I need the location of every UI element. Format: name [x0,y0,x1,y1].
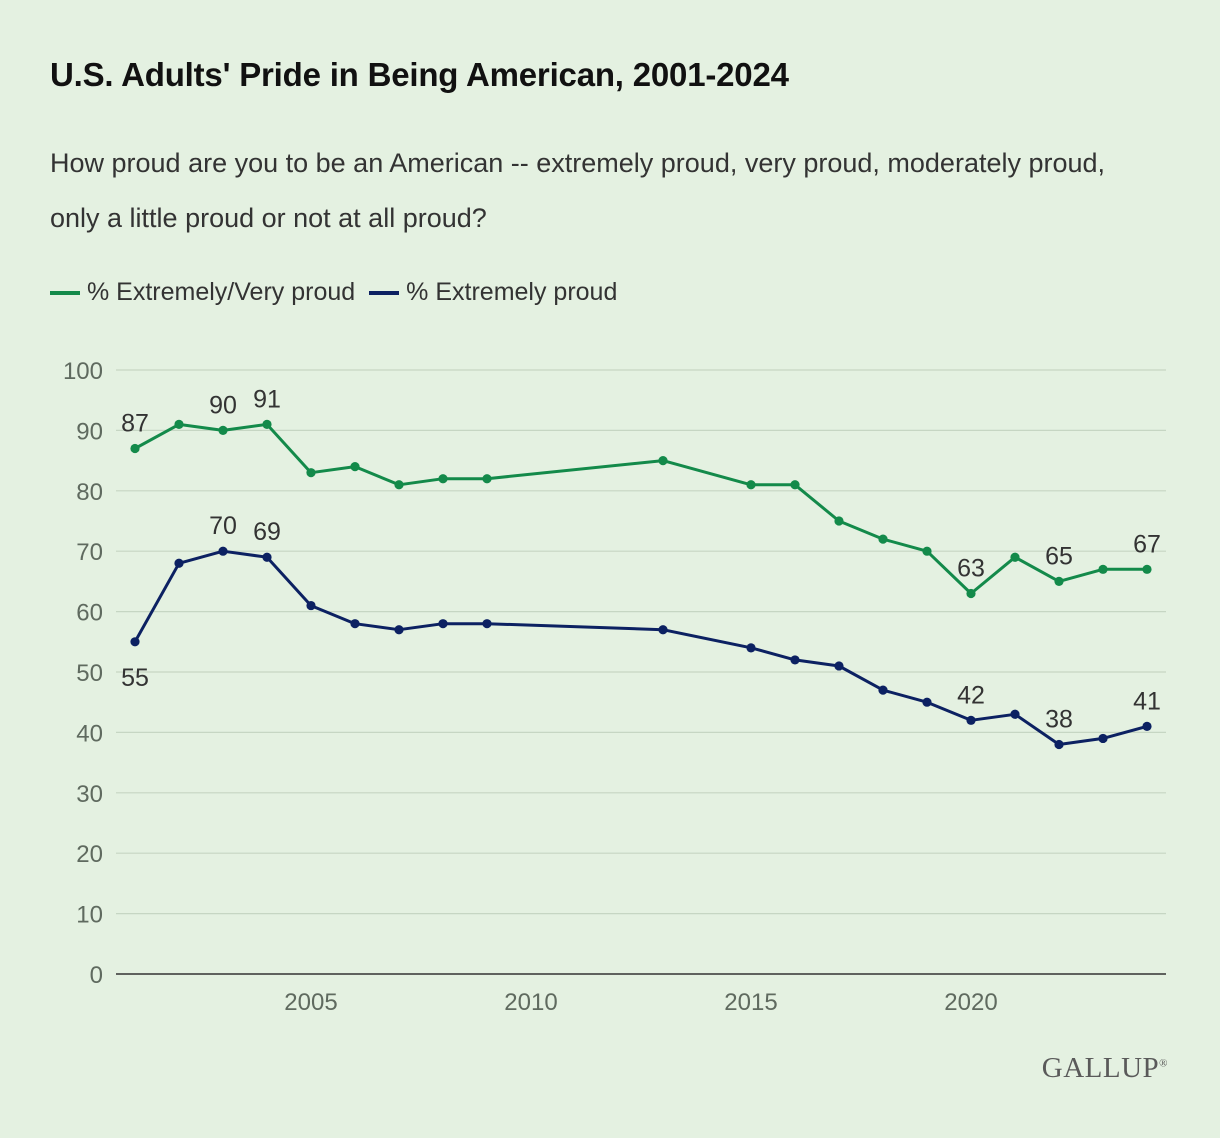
data-label: 65 [1045,542,1073,570]
data-label: 91 [253,385,281,413]
data-point [1098,733,1108,744]
gallup-logo: GALLUP® [1041,1052,1168,1084]
data-point [658,625,668,635]
y-tick-label: 10 [76,902,103,929]
legend-swatch-green [50,290,80,295]
data-label: 63 [957,554,985,582]
data-point [350,462,360,472]
legend-label: % Extremely proud [406,278,618,306]
series-line-1 [133,549,1149,746]
data-labels: 87 90 91 63 65 67 55 70 69 42 38 41 [121,385,1161,733]
data-point [746,480,756,490]
y-tick-label: 90 [76,418,103,445]
data-point [922,546,932,556]
data-point [262,552,272,562]
data-label: 69 [253,518,281,546]
data-point [790,480,800,490]
data-point [658,456,668,466]
data-point [834,661,844,671]
legend-item-extremely-proud: % Extremely proud [369,278,617,307]
x-axis-tick-labels: 2005 2010 2015 2020 [284,989,997,1016]
y-tick-label: 40 [76,720,103,747]
data-point [306,600,316,611]
data-point [1098,564,1108,574]
data-point [1010,709,1020,719]
data-point [1142,721,1152,731]
data-label: 55 [121,664,149,692]
data-label: 70 [209,512,237,540]
data-point [130,443,140,454]
series-lines [130,419,1152,750]
data-point [350,619,360,629]
data-point [878,685,888,695]
data-point [262,419,272,429]
data-point [1054,576,1064,587]
data-point [922,697,932,707]
legend-item-extremely-very-proud: % Extremely/Very proud [50,278,355,307]
data-point [306,468,316,478]
data-label: 41 [1133,687,1161,715]
series-line-0 [133,422,1149,595]
y-tick-label: 50 [76,660,103,687]
y-tick-label: 100 [63,358,103,385]
data-label: 38 [1045,705,1073,733]
y-tick-label: 20 [76,841,103,868]
x-tick-label: 2020 [944,989,997,1016]
data-point [834,516,844,526]
data-point [130,637,140,647]
y-tick-label: 80 [76,479,103,506]
chart-subtitle: How proud are you to be an American -- e… [50,148,1106,233]
data-point [790,655,800,665]
y-tick-label: 60 [76,600,103,627]
data-point [1142,564,1152,574]
x-tick-label: 2015 [724,989,777,1016]
data-point [438,619,448,629]
data-point [174,558,184,568]
data-label: 67 [1133,530,1161,558]
legend-label: % Extremely/Very proud [87,278,356,306]
data-point [438,474,448,484]
data-point [1054,739,1064,750]
data-point [966,715,976,725]
data-point [746,643,756,653]
data-point [966,588,976,599]
data-point [482,619,492,629]
data-point [218,425,228,435]
data-point [174,419,184,429]
data-label: 42 [957,681,985,709]
y-tick-label: 30 [76,781,103,808]
data-point [482,474,492,484]
y-tick-label: 0 [90,962,103,989]
x-tick-label: 2005 [284,989,337,1016]
chart-legend: % Extremely/Very proud % Extremely proud [50,278,631,307]
gridlines [116,369,1166,975]
data-point [1010,552,1020,562]
data-point [394,625,404,635]
data-point [394,480,404,490]
x-tick-label: 2010 [504,989,557,1016]
data-point [878,534,888,544]
legend-swatch-navy [369,290,400,295]
data-label: 90 [209,391,237,419]
data-label: 87 [121,410,149,438]
chart-title: U.S. Adults' Pride in Being American, 20… [50,56,789,93]
y-tick-label: 70 [76,539,103,566]
y-axis-tick-labels: 0 10 20 30 40 50 60 70 80 90 100 [63,358,103,989]
data-point [218,546,228,556]
